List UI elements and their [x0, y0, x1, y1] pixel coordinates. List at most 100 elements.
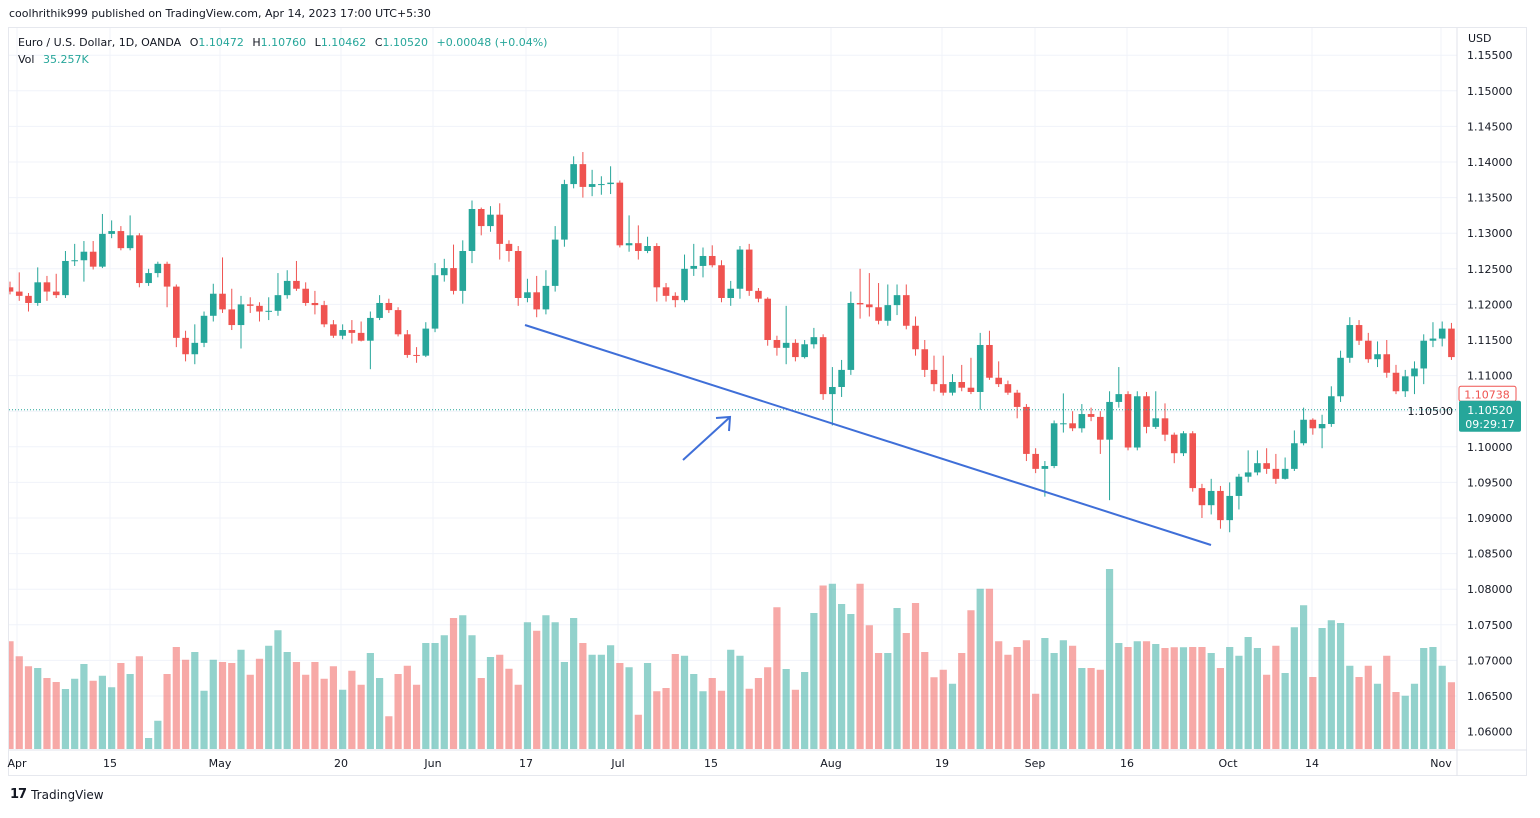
- volume-bar: [1429, 647, 1437, 749]
- volume-bar: [1420, 648, 1428, 749]
- close-label: C: [374, 36, 383, 49]
- candle-body: [912, 325, 919, 350]
- volume-bar: [773, 607, 781, 749]
- candle-body: [561, 184, 568, 240]
- volume-bar: [117, 663, 125, 749]
- price-tick-label: 1.14500: [1467, 120, 1513, 133]
- volume-bar: [98, 675, 106, 749]
- volume-bar: [431, 643, 439, 749]
- candle-body: [468, 208, 476, 251]
- time-tick-label: 19: [935, 757, 949, 770]
- volume-bar: [154, 720, 162, 749]
- volume-bar: [1032, 693, 1040, 749]
- volume-bar: [403, 665, 411, 749]
- candle-body: [385, 302, 393, 311]
- candle-body: [163, 263, 171, 287]
- volume-bar: [376, 678, 384, 749]
- volume-bar: [1152, 644, 1160, 749]
- candle-body: [1180, 433, 1187, 454]
- candle-body: [635, 243, 642, 251]
- volume-bar: [1383, 655, 1391, 749]
- candle-body: [1143, 396, 1150, 427]
- volume-bar: [1364, 665, 1372, 749]
- candle-body: [265, 310, 273, 312]
- volume-bar: [1124, 647, 1132, 749]
- volume-bar: [560, 662, 568, 749]
- price-tick-label: 1.12500: [1467, 263, 1513, 276]
- candle-body: [939, 384, 947, 393]
- candle-body: [893, 295, 901, 306]
- volume-bar: [874, 653, 883, 749]
- time-tick-label: May: [209, 757, 232, 770]
- candle-body: [71, 260, 78, 262]
- volume-bar: [958, 653, 966, 749]
- volume-bar: [477, 678, 485, 749]
- volume-bar: [468, 635, 476, 749]
- candle-body: [477, 208, 485, 227]
- volume-bar: [265, 645, 273, 749]
- chart-legend: Euro / U.S. Dollar, 1D, OANDA O1.10472 H…: [18, 34, 552, 68]
- volume-bar: [1346, 665, 1354, 749]
- candle-body: [1152, 418, 1160, 427]
- time-tick-label: 17: [519, 757, 533, 770]
- volume-bar: [1290, 627, 1298, 749]
- volume-bar: [662, 688, 670, 749]
- volume-bar: [237, 649, 245, 749]
- candle-body: [311, 302, 319, 306]
- volume-bar: [801, 672, 809, 749]
- volume-bar: [209, 659, 217, 749]
- volume-bar: [1198, 647, 1206, 749]
- volume-bar: [15, 656, 23, 749]
- candle-body: [62, 260, 69, 296]
- candle-body: [1124, 394, 1132, 448]
- volume-bar: [1161, 648, 1169, 749]
- volume-bar: [754, 678, 763, 749]
- volume-bar: [366, 653, 374, 749]
- volume-bar: [791, 689, 799, 749]
- candle-body: [699, 255, 707, 266]
- volume-bar: [80, 664, 88, 749]
- candle-body: [514, 251, 522, 298]
- candle-body: [145, 273, 152, 284]
- tradingview-logo-icon: 17: [10, 787, 27, 802]
- volume-bar: [1226, 647, 1234, 749]
- volume-bar: [1059, 640, 1067, 749]
- ohlc-row: Euro / U.S. Dollar, 1D, OANDA O1.10472 H…: [18, 34, 552, 51]
- candle-body: [1328, 396, 1335, 425]
- candle-body: [440, 268, 448, 276]
- volume-bar: [339, 689, 347, 749]
- candle-body: [487, 214, 494, 227]
- volume-bar: [588, 654, 596, 749]
- candle-body: [533, 292, 540, 310]
- volume-bar: [930, 677, 938, 749]
- volume-bar: [671, 654, 679, 749]
- volume-bar: [699, 691, 707, 749]
- volume-bar: [1263, 674, 1271, 749]
- candle-body: [1198, 488, 1206, 506]
- candle-body: [727, 288, 735, 298]
- symbol-title[interactable]: Euro / U.S. Dollar, 1D, OANDA: [18, 36, 182, 49]
- volume-bar: [570, 618, 578, 749]
- candle-body: [625, 243, 633, 246]
- volume-bar: [653, 691, 661, 749]
- candle-body: [792, 342, 799, 358]
- candle-body: [450, 268, 457, 291]
- volume-bar: [459, 615, 467, 749]
- chart-frame: [8, 27, 1527, 776]
- volume-bar: [745, 688, 753, 749]
- volume-bar: [939, 669, 947, 749]
- volume-bar: [302, 674, 310, 749]
- volume-bar: [1355, 677, 1363, 749]
- arrow-head-icon: [715, 415, 732, 432]
- candle-body: [15, 291, 23, 296]
- candle-body: [838, 369, 845, 387]
- volume-bar: [1244, 637, 1252, 749]
- candle-body: [1013, 392, 1021, 407]
- volume-value: 35.257K: [42, 53, 89, 66]
- volume-bar: [89, 680, 97, 749]
- candle-body: [283, 280, 291, 296]
- price-tick-label: 1.09000: [1467, 512, 1513, 525]
- volume-bar: [1050, 653, 1058, 749]
- candle-body: [1392, 372, 1400, 392]
